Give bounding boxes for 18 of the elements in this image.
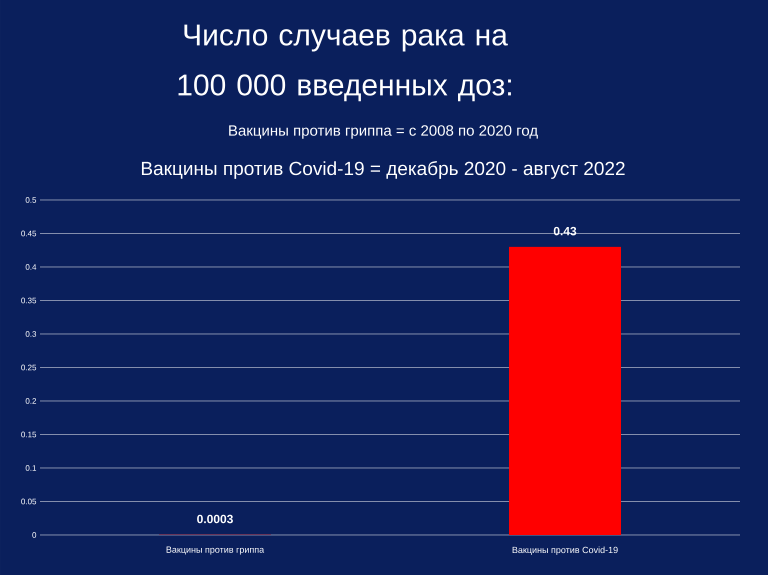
y-tick-label: 0.25 — [21, 364, 36, 370]
x-tick-label: Вакцины против Covid-19 — [512, 546, 618, 555]
y-tick-label: 0.1 — [26, 465, 36, 471]
x-tick-label: Вакцины против гриппа — [166, 546, 264, 555]
y-tick-label: 0.15 — [21, 432, 36, 438]
y-tick-label: 0.4 — [26, 264, 36, 270]
chart-subtitle: Вакцины против гриппа = с 2008 по 2020 год — [229, 125, 538, 139]
y-tick-label: 0.2 — [26, 398, 36, 404]
y-tick-label: 0.45 — [21, 230, 36, 236]
y-tick-label: 0.05 — [21, 498, 36, 504]
text: Вакцины против Covid-19 = декабрь 2020 - август 2022 — [142, 161, 625, 179]
data-label: 0.0003 — [197, 514, 233, 524]
data-label: 0.43 — [554, 226, 576, 236]
y-tick-label: 0.5 — [26, 197, 36, 203]
y-tick-label: 0.35 — [21, 298, 36, 304]
chart-title: Число случаев рака на 100 000 введенных доз: — [178, 24, 511, 102]
y-tick-label: 0 — [32, 532, 36, 538]
y-tick-label: 0.3 — [26, 331, 36, 337]
